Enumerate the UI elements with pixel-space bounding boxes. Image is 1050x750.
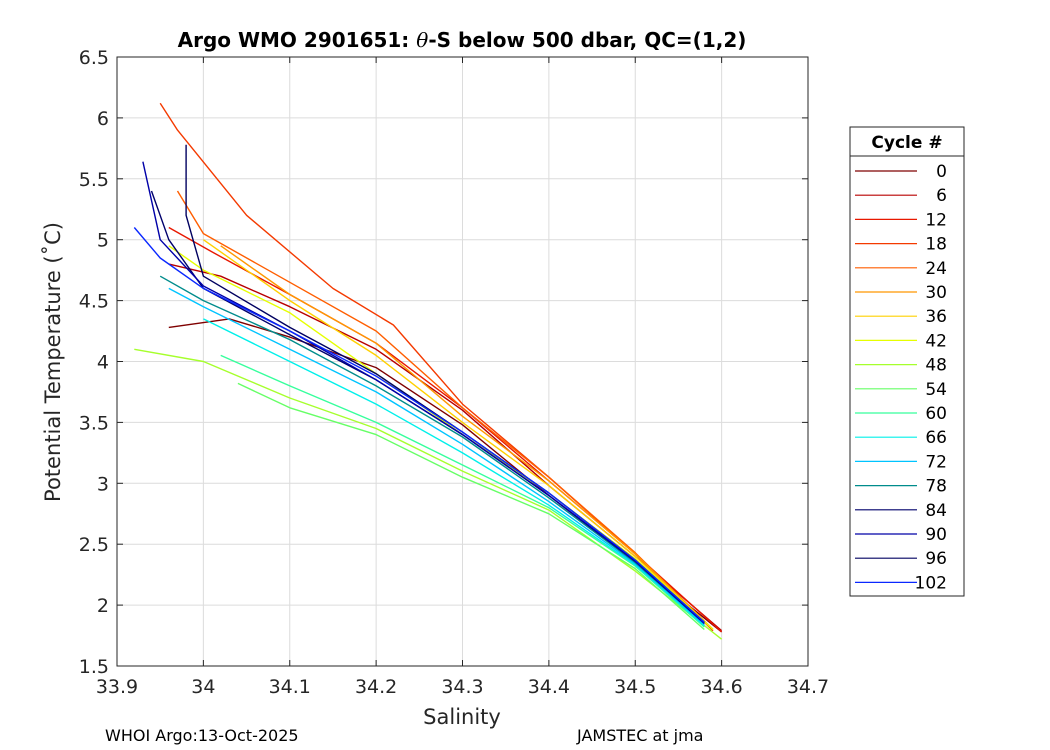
chart-title-prefix: Argo WMO 2901651: <box>178 28 417 52</box>
legend-entry-label: 66 <box>925 428 947 448</box>
footer-credit: JAMSTEC at jma <box>577 726 704 745</box>
x-tick-label: 34.5 <box>614 676 656 698</box>
series-line-cycle-54 <box>237 382 705 631</box>
series-line-cycle-60 <box>220 354 705 628</box>
legend-entry-label: 96 <box>925 549 947 569</box>
series-line-cycle-66 <box>203 318 705 627</box>
legend-entry-label: 30 <box>925 283 947 303</box>
plot-area <box>133 102 723 640</box>
chart-title-theta: θ <box>416 28 428 52</box>
legend-entries: 0 6 12 18 24 30 36 42 48 54 60 66 72 78 84 90 96 102 <box>855 162 947 593</box>
grid-lines <box>116 56 809 667</box>
series-line-cycle-0 <box>168 318 723 633</box>
series-line-cycle-48 <box>134 348 723 640</box>
legend-entry-label: 54 <box>925 380 947 400</box>
legend-entry-label: 48 <box>925 356 947 376</box>
x-tick-label: 34.3 <box>441 676 483 698</box>
x-tick-label: 33.9 <box>96 676 138 698</box>
legend-entry-label: 36 <box>925 307 947 327</box>
legend-entry-label: 18 <box>925 235 947 255</box>
y-tick-label: 4.5 <box>79 291 109 313</box>
y-tick-label: 4 <box>97 352 109 374</box>
x-axis-ticks: 33.9 34 34.1 34.2 34.3 34.4 34.5 34.6 34.7 <box>96 57 829 698</box>
legend-entry-label: 0 <box>936 162 947 182</box>
chart-title-suffix: -S below 500 dbar, QC=(1,2) <box>428 28 746 52</box>
y-axis-label: Potential Temperature (˚C) <box>41 222 65 502</box>
legend-entry-label: 12 <box>925 210 947 230</box>
y-tick-label: 2 <box>97 595 109 617</box>
series-group <box>133 102 723 640</box>
x-tick-label: 34.2 <box>355 676 397 698</box>
x-tick-label: 34 <box>191 676 215 698</box>
y-tick-label: 1.5 <box>79 656 109 678</box>
y-tick-label: 5.5 <box>79 169 109 191</box>
x-tick-label: 34.6 <box>700 676 742 698</box>
y-tick-label: 5 <box>97 230 109 252</box>
y-axis-ticks: 1.5 2 2.5 3 3.5 4 4.5 5 5.5 6 6.5 <box>79 47 808 678</box>
series-line-cycle-36 <box>202 239 714 631</box>
x-tick-label: 34.1 <box>269 676 311 698</box>
legend-entry-label: 6 <box>936 186 947 206</box>
y-tick-label: 3.5 <box>79 412 109 434</box>
series-line-cycle-72 <box>168 287 705 626</box>
series-line-cycle-102 <box>133 227 705 623</box>
legend-entry-label: 60 <box>925 404 947 424</box>
y-tick-label: 6 <box>97 108 109 130</box>
chart-title: Argo WMO 2901651: θ-S below 500 dbar, QC… <box>178 28 747 52</box>
series-line-cycle-90 <box>142 161 705 624</box>
legend: Cycle # 0 6 12 18 24 30 36 42 48 54 60 66 72 78 84 90 96… <box>849 126 965 597</box>
series-line-cycle-6 <box>168 263 723 632</box>
legend-entry-label: 72 <box>925 452 947 472</box>
legend-entry-label: 78 <box>925 477 947 497</box>
legend-entry-label: 84 <box>925 501 947 521</box>
x-axis-label: Salinity <box>423 705 501 729</box>
legend-title: Cycle # <box>871 133 942 153</box>
series-line-cycle-78 <box>159 275 705 624</box>
y-tick-label: 3 <box>97 473 109 495</box>
legend-entry-label: 90 <box>925 525 947 545</box>
legend-entry-label: 24 <box>925 259 947 279</box>
y-tick-label: 2.5 <box>79 534 109 556</box>
legend-entry-label: 102 <box>915 573 947 593</box>
legend-entry-label: 42 <box>925 331 947 351</box>
y-tick-label: 6.5 <box>79 47 109 69</box>
x-tick-label: 34.4 <box>528 676 570 698</box>
series-line-cycle-24 <box>176 190 714 630</box>
series-line-cycle-30 <box>220 245 714 631</box>
footer-source: WHOI Argo:13-Oct-2025 <box>105 726 299 745</box>
legend-box <box>849 126 965 597</box>
x-tick-label: 34.7 <box>787 676 829 698</box>
